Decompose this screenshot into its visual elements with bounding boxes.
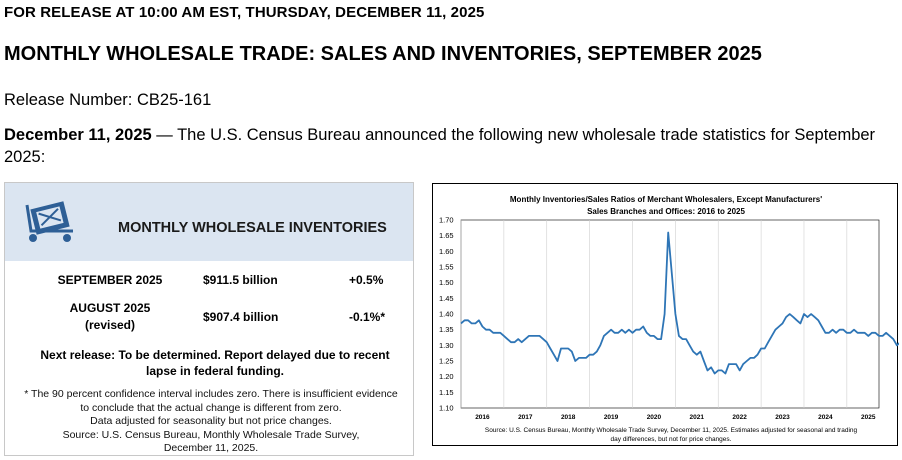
x-tick-label: 2018 [561,414,576,421]
x-tick-label: 2016 [475,414,490,421]
truck-icon [25,201,73,242]
stat-change: -0.1%* [349,310,386,324]
stat-change: +0.5% [349,273,384,287]
chart-series-layer [460,231,899,375]
y-tick-label: 1.40 [439,310,454,319]
next-release-line: lapse in federal funding. [145,364,285,378]
release-line: FOR RELEASE AT 10:00 AM EST, THURSDAY, D… [4,4,485,21]
footnote: * The 90 percent confidence interval inc… [13,388,409,456]
wholesale-inventories-panel: MONTHLY WHOLESALE INVENTORIES SEPTEMBER … [4,182,414,456]
y-tick-label: 1.25 [439,357,454,366]
chart-svg: Monthly Inventories/Sales Ratios of Merc… [439,195,899,443]
y-tick-label: 1.10 [439,404,454,413]
intro-date: December 11, 2025 [4,126,152,144]
x-tick-label: 2023 [775,414,790,421]
chart-source-line2: day differences, but not for price chang… [611,436,732,443]
y-tick-label: 1.20 [439,372,454,381]
stat-label: AUGUST 2025 [69,301,151,315]
stat-value: $907.4 billion [203,310,279,324]
x-tick-label: 2024 [818,414,833,421]
y-tick-label: 1.70 [439,216,454,225]
x-tick-label: 2021 [690,414,705,421]
release-number: Release Number: CB25-161 [4,91,212,109]
footnote-line: Source: U.S. Census Bureau, Monthly Whol… [62,428,360,441]
x-tick-label: 2017 [518,414,533,421]
stat-sublabel: (revised) [84,318,136,332]
y-tick-label: 1.30 [439,341,454,350]
y-tick-label: 1.65 [439,231,454,240]
y-tick-label: 1.60 [439,247,454,256]
chart-y-ticks: 1.70 1.65 1.60 1.55 1.50 1.45 1.40 1.35 1.30 1.25… [439,216,454,413]
x-tick-label: 2019 [604,414,619,421]
chart-x-ticks: 2016 2017 2018 2019 2020 2021 2022 2023 2024 2025 [475,414,876,421]
intro-text: — The U.S. Census Bureau announced the f… [4,126,876,166]
panel-title: MONTHLY WHOLESALE INVENTORIES [118,220,387,236]
footnote-line: Data adjusted for seasonality but not pr… [90,415,332,427]
series-line [460,231,899,375]
next-release-note: Next release: To be determined. Report d… [25,347,405,379]
chart-title-line1: Monthly Inventories/Sales Ratios of Merc… [510,195,822,204]
x-tick-label: 2020 [647,414,662,421]
y-tick-label: 1.50 [439,278,454,287]
y-tick-label: 1.55 [439,263,454,272]
stat-label: SEPTEMBER 2025 [57,273,163,287]
footnote-line: to conclude that the actual change is di… [80,401,342,414]
x-tick-label: 2025 [861,414,876,421]
y-tick-label: 1.15 [439,388,454,397]
intro-paragraph: December 11, 2025 — The U.S. Census Bure… [4,124,894,168]
next-release-line: Next release: To be determined. Report d… [40,348,390,362]
panel-header: MONTHLY WHOLESALE INVENTORIES [5,183,413,261]
footnote-line: December 11, 2025. [163,442,259,454]
footnote-line: * The 90 percent confidence interval inc… [24,388,398,400]
x-tick-label: 2022 [732,414,747,421]
ratio-chart: Monthly Inventories/Sales Ratios of Merc… [432,183,899,446]
chart-gridlines [460,219,880,409]
chart-title-line2: Sales Branches and Offices: 2016 to 2025 [587,207,745,216]
stat-value: $911.5 billion [203,273,278,287]
y-tick-label: 1.45 [439,294,454,303]
y-tick-label: 1.35 [439,325,454,334]
chart-source-line1: Source: U.S. Census Bureau, Monthly Whol… [485,427,858,434]
page-title: MONTHLY WHOLESALE TRADE: SALES AND INVEN… [4,43,762,65]
